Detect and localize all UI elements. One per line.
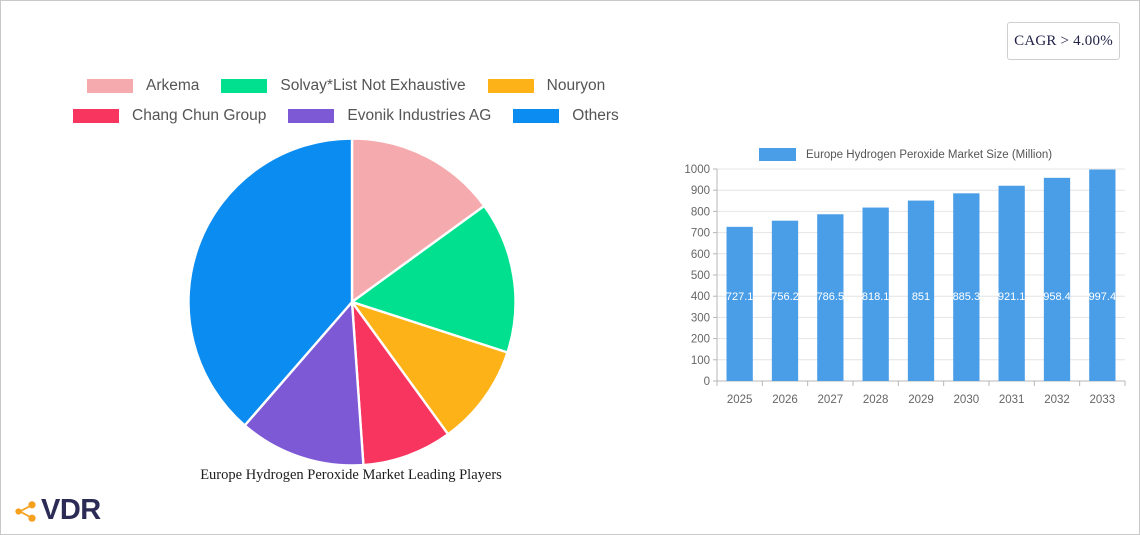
legend-label-others: Others <box>572 107 619 124</box>
legend-swatch-solvay <box>221 79 268 93</box>
pie-slice[interactable]: Arkema <box>350 138 486 305</box>
x-axis-tick-label: 2025 <box>727 394 753 406</box>
x-axis-tick-label: 2031 <box>999 394 1025 406</box>
legend-label-nouryon: Nouryon <box>546 77 606 94</box>
y-axis-tick-label: 700 <box>691 228 710 240</box>
legend-item-evonik[interactable]: Evonik Industries AG <box>288 107 491 125</box>
legend-swatch-nouryon <box>487 79 534 93</box>
x-axis-tick-label: 2030 <box>954 394 980 406</box>
pie-slice[interactable]: Nouryon <box>348 299 510 436</box>
x-axis-tick-label: 2027 <box>818 394 844 406</box>
bar-value-label: 786.5 <box>817 291 845 303</box>
x-axis-tick-label: 2028 <box>863 394 889 406</box>
bar-chart-legend[interactable]: Europe Hydrogen Peroxide Market Size (Mi… <box>759 148 1052 161</box>
pie-chart-title: Europe Hydrogen Peroxide Market Leading … <box>200 467 502 483</box>
y-axis-tick-label: 0 <box>704 376 710 388</box>
bar[interactable] <box>998 185 1025 381</box>
y-axis-tick-label: 800 <box>691 206 710 218</box>
bar-value-label: 921.1 <box>998 291 1026 303</box>
legend-label-chang-chun-group: Chang Chun Group <box>132 107 267 124</box>
legend-swatch-others <box>513 109 560 123</box>
bar[interactable] <box>1089 169 1116 381</box>
x-axis-tick-label: 2033 <box>1090 394 1116 406</box>
legend-item-chang-chun-group[interactable]: Chang Chun Group <box>73 107 266 125</box>
legend-label-arkema: Arkema <box>146 77 200 94</box>
legend-swatch-market-size <box>759 148 796 161</box>
x-axis-tick-label: 2026 <box>772 394 798 406</box>
bar-value-label: 958.4 <box>1043 291 1071 303</box>
pie-legend: Arkema Solvay*List Not Exhaustive Nouryo… <box>63 71 643 131</box>
x-axis-tick-label: 2029 <box>908 394 934 406</box>
y-axis-tick-label: 1000 <box>684 164 710 176</box>
cagr-badge: CAGR > 4.00% <box>1007 22 1120 60</box>
bar-chart: Europe Hydrogen Peroxide Market Size (Mi… <box>681 141 1131 411</box>
bar-value-label: 818.1 <box>862 291 890 303</box>
legend-item-nouryon[interactable]: Nouryon <box>487 77 606 95</box>
pie-legend-row-1: Arkema Solvay*List Not Exhaustive Nouryo… <box>63 71 643 101</box>
legend-swatch-evonik <box>288 109 335 123</box>
bar-value-label: 727.1 <box>726 291 754 303</box>
bar-value-label: 756.2 <box>771 291 799 303</box>
bar-value-label: 997.4 <box>1089 291 1117 303</box>
legend-swatch-chang-chun-group <box>73 109 119 123</box>
y-axis-tick-label: 400 <box>691 291 710 303</box>
pie-slice[interactable]: Evonik Industries AG <box>243 299 365 466</box>
bar-value-label: 885.3 <box>953 291 981 303</box>
y-axis-tick-label: 600 <box>691 249 710 261</box>
pie-slice[interactable]: Others <box>188 138 354 428</box>
bar[interactable] <box>862 207 889 381</box>
y-axis-tick-label: 100 <box>691 355 710 367</box>
legend-label-solvay: Solvay*List Not Exhaustive <box>280 77 466 94</box>
x-axis-tick-label: 2032 <box>1044 394 1070 406</box>
bar[interactable] <box>771 220 799 381</box>
brand-logo: VDR <box>13 496 101 525</box>
legend-item-solvay[interactable]: Solvay*List Not Exhaustive <box>221 77 466 95</box>
brand-logo-text: VDR <box>41 494 101 526</box>
bar[interactable] <box>953 193 980 381</box>
y-axis-tick-label: 900 <box>691 185 710 197</box>
pie-slice[interactable]: Chang Chun Group <box>350 297 450 466</box>
y-axis-tick-label: 500 <box>691 270 710 282</box>
bar[interactable] <box>1043 177 1071 381</box>
legend-label-market-size: Europe Hydrogen Peroxide Market Size (Mi… <box>806 148 1053 161</box>
y-axis-tick-label: 300 <box>691 312 710 324</box>
legend-label-evonik: Evonik Industries AG <box>347 107 492 124</box>
bar[interactable] <box>907 200 935 381</box>
cagr-badge-label: CAGR > 4.00% <box>1014 32 1113 49</box>
legend-swatch-arkema <box>87 79 133 93</box>
bar-value-label: 851 <box>912 291 930 303</box>
pie-slice[interactable]: Solvay*List Not Exhaustive <box>349 204 516 355</box>
legend-item-others[interactable]: Others <box>513 107 619 125</box>
bar-chart-svg: 0 100 200 300 400 500 600 700 800 900 1000 727.1 202… <box>684 164 1126 406</box>
share-nodes-icon <box>15 500 36 522</box>
bar[interactable] <box>817 214 844 381</box>
bar[interactable] <box>726 226 753 381</box>
y-axis-tick-label: 200 <box>691 334 710 346</box>
legend-item-arkema[interactable]: Arkema <box>87 77 199 95</box>
pie-legend-row-2: Chang Chun Group Evonik Industries AG Ot… <box>63 101 643 131</box>
